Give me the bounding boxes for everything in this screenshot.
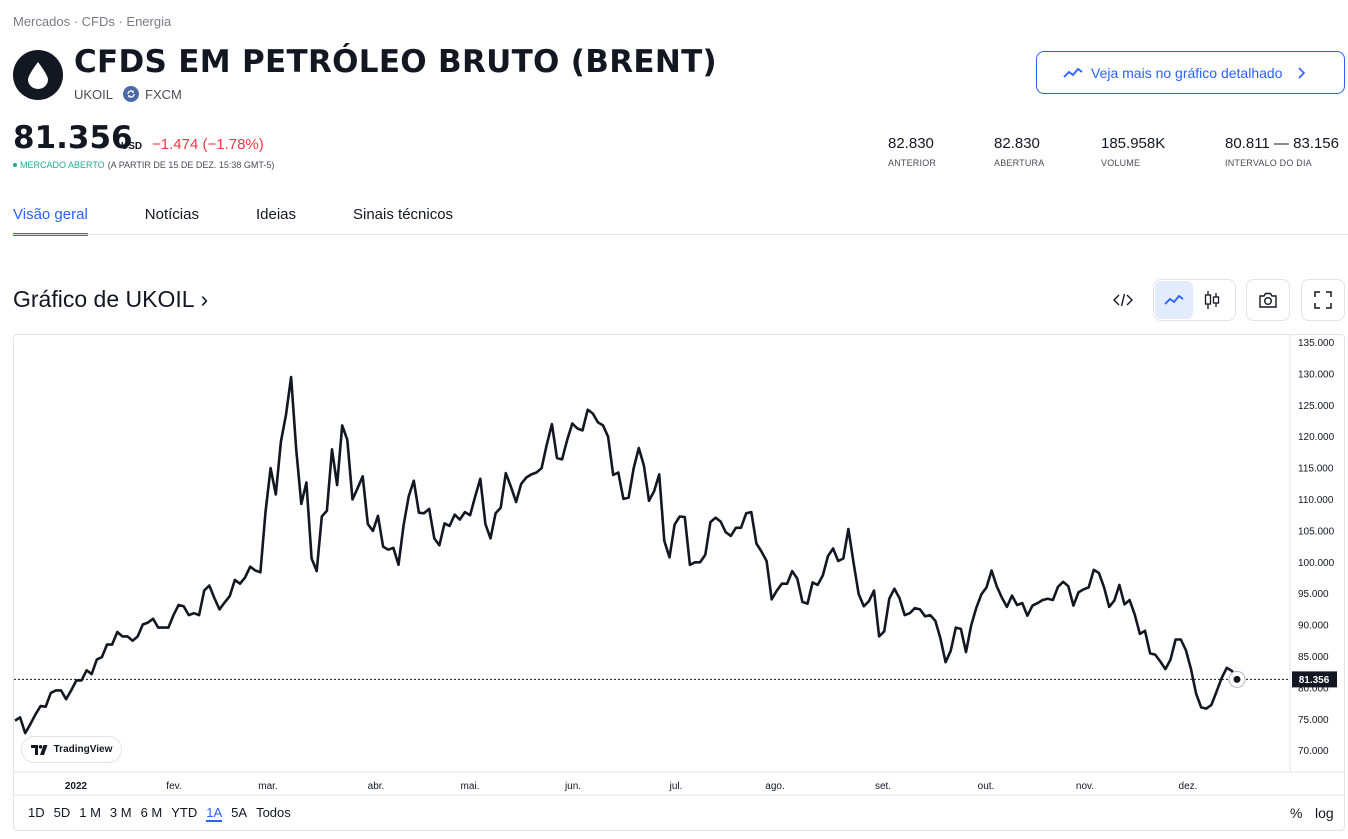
stat-label: INTERVALO DO DIA	[1225, 158, 1312, 168]
code-icon	[1113, 293, 1133, 307]
oil-drop-icon	[28, 62, 48, 89]
chart-title-arrow: ›	[200, 286, 209, 312]
y-tick-label: 85.000	[1298, 652, 1329, 663]
x-tick-label: out.	[978, 781, 995, 792]
detailed-chart-button[interactable]: Veja mais no gráfico detalhado	[1036, 51, 1345, 94]
tab-ideas[interactable]: Ideias	[255, 206, 296, 223]
range-ytd[interactable]: YTD	[171, 805, 198, 820]
y-tick-label: 120.000	[1298, 432, 1335, 443]
candlestick-icon	[1204, 291, 1220, 309]
stat-value: 185.958K	[1101, 135, 1166, 152]
price-change: −1.474 (−1.78%)	[152, 136, 264, 153]
tradingview-badge[interactable]: TradingView	[21, 736, 122, 763]
range-1d[interactable]: 1D	[28, 805, 45, 820]
chevron-right-icon	[1298, 66, 1306, 79]
stat-value: 82.830	[994, 135, 1040, 152]
stat-label: VOLUME	[1101, 158, 1141, 168]
last-price-label: 81.356	[1299, 675, 1330, 686]
stat-day-range: 80.811 — 83.156 INTERVALO DO DIA	[1225, 135, 1339, 168]
symbol-info: UKOIL FXCM	[74, 86, 182, 102]
range-6m[interactable]: 6 M	[140, 805, 163, 820]
x-tick-label: jun.	[564, 781, 581, 792]
embed-button[interactable]	[1103, 279, 1143, 321]
range-1m[interactable]: 1 M	[79, 805, 101, 820]
range-1a[interactable]: 1A	[206, 805, 223, 822]
candle-chart-button[interactable]	[1193, 281, 1231, 319]
x-tick-label: ago.	[765, 781, 784, 792]
range-3m[interactable]: 3 M	[109, 805, 132, 820]
tradingview-logo-icon	[30, 744, 48, 755]
stat-value: 82.830	[888, 135, 934, 152]
last-point-marker	[1233, 675, 1241, 683]
y-tick-label: 75.000	[1298, 715, 1329, 726]
market-open-dot	[13, 163, 17, 167]
last-price-tag	[1292, 671, 1337, 688]
exchange-refresh-icon	[123, 86, 140, 102]
exchange-label[interactable]: FXCM	[145, 86, 182, 102]
percent-scale-button[interactable]: %	[1290, 805, 1303, 821]
y-tick-label: 115.000	[1298, 464, 1334, 475]
x-tick-label: fev.	[166, 781, 181, 792]
y-tick-label: 135.000	[1298, 338, 1335, 349]
stat-label: ABERTURA	[994, 158, 1045, 168]
range-all[interactable]: Todos	[256, 805, 291, 820]
y-tick-label: 90.000	[1298, 621, 1329, 632]
chart-section-title[interactable]: Gráfico de UKOIL ›	[13, 286, 208, 313]
stat-label: ANTERIOR	[888, 158, 937, 168]
y-tick-label: 80.000	[1298, 683, 1329, 694]
chart-style-toggle	[1153, 279, 1236, 321]
fullscreen-icon	[1314, 291, 1332, 309]
x-tick-label: jul.	[669, 781, 683, 792]
change-percent: (−1.78%)	[202, 136, 264, 153]
tradingview-label: TradingView	[53, 744, 113, 755]
symbol-label[interactable]: UKOIL	[74, 86, 114, 102]
y-tick-label: 70.000	[1298, 746, 1329, 757]
y-tick-label: 100.000	[1298, 558, 1335, 569]
trend-line-icon	[1063, 67, 1083, 78]
oil-drop-logo	[13, 50, 63, 100]
y-tick-label: 125.000	[1298, 401, 1335, 412]
currency-label: USD	[121, 141, 143, 152]
x-tick-label: 2022	[65, 781, 88, 792]
page-title: CFDS EM PETRÓLEO BRUTO (BRENT)	[74, 44, 718, 80]
chart-container[interactable]	[13, 334, 1345, 831]
range-5a[interactable]: 5A	[231, 805, 248, 820]
x-tick-label: nov.	[1076, 781, 1094, 792]
x-tick-label: dez.	[1179, 781, 1198, 792]
stat-previous: 82.830 ANTERIOR	[888, 135, 936, 168]
as-of-label: (A PARTIR DE 15 DE DEZ. 15:38 GMT-5)	[107, 160, 275, 170]
market-status-label: MERCADO ABERTO	[20, 160, 105, 170]
y-tick-label: 110.000	[1298, 495, 1334, 506]
fullscreen-button[interactable]	[1301, 279, 1345, 321]
stat-value: 80.811 — 83.156	[1225, 135, 1339, 152]
chart-title-label: Gráfico de UKOIL	[13, 286, 195, 312]
stat-volume: 185.958K VOLUME	[1101, 135, 1165, 168]
stat-open: 82.830 ABERTURA	[994, 135, 1044, 168]
market-status: MERCADO ABERTO (A PARTIR DE 15 DE DEZ. 1…	[13, 160, 274, 170]
y-tick-label: 95.000	[1298, 589, 1329, 600]
line-chart-button[interactable]	[1155, 281, 1193, 319]
tabs-divider	[13, 234, 1348, 235]
x-tick-label: set.	[875, 781, 891, 792]
line-chart-icon	[1164, 294, 1184, 305]
change-value: −1.474	[152, 136, 199, 153]
y-tick-label: 130.000	[1298, 369, 1335, 380]
camera-icon	[1259, 292, 1277, 308]
x-tick-label: mar.	[258, 781, 277, 792]
log-scale-button[interactable]: log	[1315, 805, 1334, 821]
detailed-chart-label: Veja mais no gráfico detalhado	[1091, 64, 1283, 81]
x-tick-label: abr.	[368, 781, 385, 792]
range-5d[interactable]: 5D	[53, 805, 71, 820]
y-tick-label: 105.000	[1298, 526, 1335, 537]
breadcrumb[interactable]: Mercados · CFDs · Energia	[13, 14, 172, 29]
price-series-line	[14, 375, 1239, 735]
range-selector: 1D 5D 1 M 3 M 6 M YTD 1A 5A Todos	[28, 805, 300, 822]
last-price: 81.356	[13, 120, 133, 156]
snapshot-button[interactable]	[1246, 279, 1290, 321]
tab-technicals[interactable]: Sinais técnicos	[353, 206, 454, 223]
x-tick-label: mai.	[461, 781, 480, 792]
tab-news[interactable]: Notícias	[144, 206, 199, 223]
